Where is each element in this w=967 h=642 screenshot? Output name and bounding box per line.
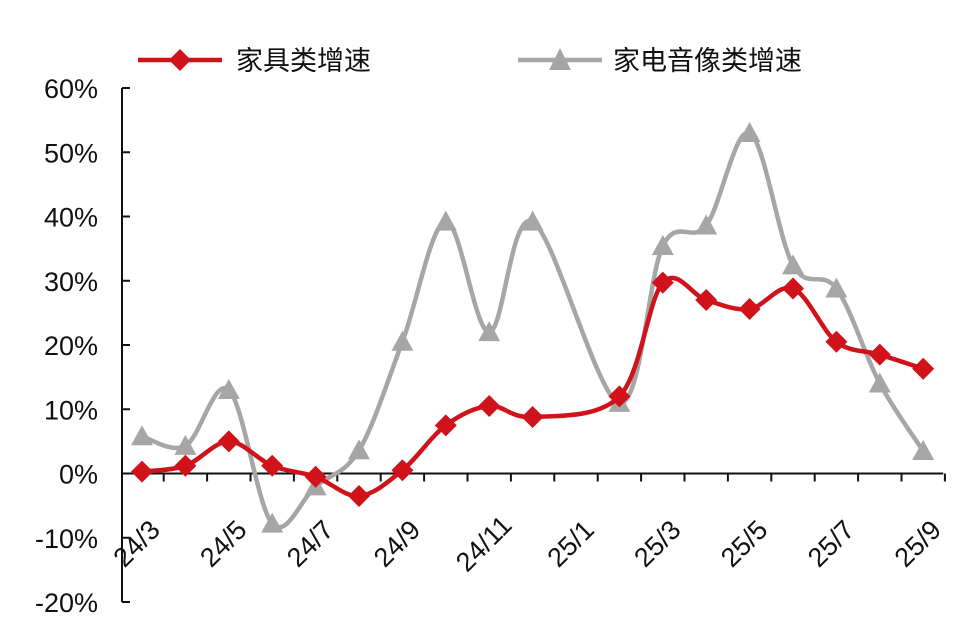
legend: 家具类增速 家电音像类增速 — [138, 46, 802, 77]
data-point — [434, 414, 457, 437]
legend-label-appliances: 家电音像类增速 — [613, 46, 802, 77]
data-point — [521, 210, 544, 231]
data-point — [608, 385, 631, 408]
data-point — [174, 454, 197, 477]
data-point — [912, 357, 935, 380]
axes — [121, 88, 944, 602]
y-tick-label: 50% — [44, 138, 98, 168]
data-point — [651, 235, 674, 256]
data-point — [131, 425, 153, 446]
data-point — [391, 459, 414, 482]
data-point — [868, 372, 891, 393]
data-point — [261, 512, 284, 533]
y-tick-label: -10% — [35, 524, 98, 554]
data-point — [782, 254, 804, 275]
legend-label-furniture: 家具类增速 — [236, 46, 371, 77]
data-point — [434, 210, 457, 231]
data-point — [261, 454, 284, 477]
legend-marker-appliances — [549, 48, 571, 70]
legend-item-appliances: 家电音像类增速 — [518, 46, 802, 77]
legend-item-furniture: 家具类增速 — [138, 46, 371, 77]
legend-marker-furniture — [169, 49, 191, 71]
y-tick-label: -20% — [35, 588, 98, 618]
x-tick-label: 24/3 — [107, 514, 165, 572]
data-point — [912, 440, 935, 461]
data-point — [217, 378, 240, 399]
data-point — [521, 405, 544, 428]
x-axis-ticks: 24/3 24/5 24/7 24/9 24/11 25/1 25/3 25/5 25/7 25/… — [107, 473, 947, 578]
y-tick-label: 30% — [44, 267, 98, 297]
data-point — [782, 277, 804, 300]
data-point — [825, 277, 848, 298]
data-point — [738, 298, 761, 321]
series-appliances — [131, 121, 935, 533]
data-point — [131, 460, 153, 483]
x-tick-label: 25/7 — [802, 514, 860, 572]
data-point — [348, 439, 370, 460]
x-tick-label: 25/3 — [628, 514, 686, 572]
data-point — [738, 121, 761, 142]
x-tick-label: 25/1 — [541, 514, 599, 572]
data-point — [174, 434, 197, 455]
x-tick-label: 25/9 — [889, 514, 947, 572]
series-line — [141, 275, 924, 499]
data-point — [868, 343, 891, 366]
y-tick-label: 20% — [44, 331, 98, 361]
data-point — [217, 430, 240, 453]
x-tick-label: 24/5 — [194, 514, 252, 572]
data-point — [695, 289, 718, 312]
data-point — [651, 271, 674, 294]
y-tick-label: 0% — [59, 460, 98, 490]
data-point — [348, 484, 370, 507]
x-tick-label: 25/5 — [715, 514, 773, 572]
data-point — [825, 330, 848, 353]
y-tick-label: 60% — [44, 74, 98, 104]
series-layer — [131, 121, 935, 533]
y-tick-label: 10% — [44, 395, 98, 425]
data-point — [391, 330, 414, 351]
data-point — [478, 321, 501, 342]
y-tick-label: 40% — [44, 203, 98, 233]
x-tick-label: 24/9 — [368, 514, 426, 572]
data-point — [304, 465, 327, 488]
data-point — [478, 395, 501, 418]
y-axis-ticks: 60% 50% 40% 30% 20% 10% 0% -10% -20% — [35, 74, 130, 618]
series-line — [141, 130, 926, 530]
x-tick-label: 24/11 — [450, 510, 518, 578]
data-point — [695, 214, 718, 235]
series-furniture — [131, 271, 935, 507]
